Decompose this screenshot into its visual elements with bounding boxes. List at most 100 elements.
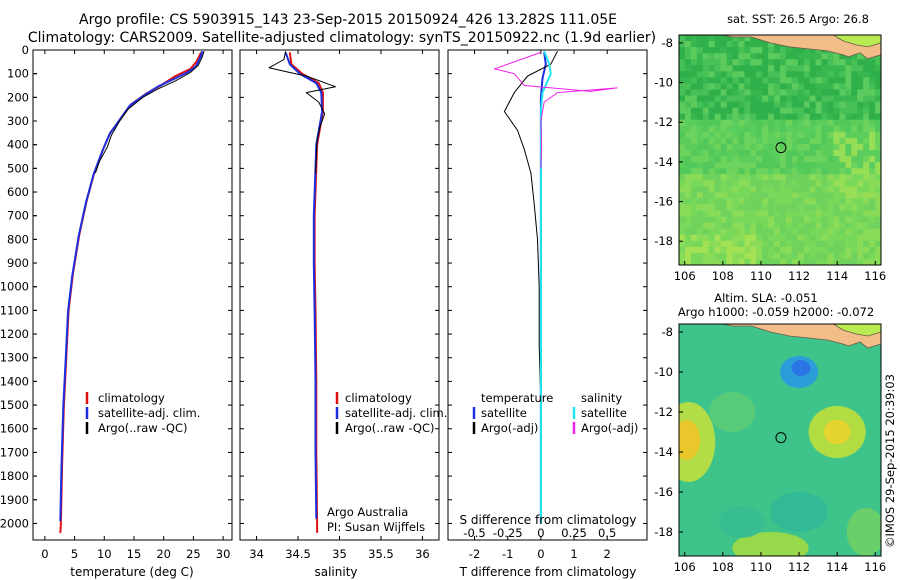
- sst-cell: [702, 162, 710, 169]
- sst-cell: [833, 77, 840, 85]
- sst-cell: [803, 216, 811, 224]
- sst-cell: [690, 119, 698, 127]
- sst-cell: [684, 222, 692, 230]
- sst-cell: [827, 174, 834, 181]
- sst-cell: [708, 143, 716, 151]
- sst-cell: [869, 143, 876, 151]
- sst-cell: [827, 198, 834, 206]
- temperature-plot-frame: [32, 49, 233, 541]
- sst-cell: [809, 143, 817, 151]
- sst-cell: [875, 192, 881, 200]
- sst-cell: [809, 198, 817, 206]
- sst-cell: [857, 228, 864, 236]
- sst-cell: [732, 240, 739, 248]
- sst-cell: [732, 174, 739, 181]
- sst-cell: [696, 35, 704, 42]
- sst-cell: [780, 65, 787, 72]
- sst-cell: [684, 119, 692, 127]
- sst-cell: [815, 143, 823, 151]
- sst-cell: [839, 143, 846, 151]
- sst-cell: [863, 216, 870, 224]
- sst-cell: [738, 83, 745, 91]
- sst-cell: [833, 246, 840, 254]
- sst-cell: [762, 222, 769, 230]
- sst-cell: [679, 65, 686, 72]
- sst-cell: [744, 216, 751, 224]
- sst-cell: [702, 107, 710, 115]
- sst-cell: [732, 180, 739, 187]
- sst-cell: [708, 222, 716, 230]
- sst-cell: [720, 186, 728, 193]
- sst-cell: [702, 198, 710, 206]
- sst-cell: [869, 216, 876, 224]
- sst-cell: [679, 222, 686, 230]
- map-y-tick-label: -10: [654, 365, 673, 379]
- sst-cell: [684, 101, 692, 109]
- sst-cell: [732, 95, 739, 103]
- sst-cell: [750, 131, 757, 139]
- sst-cell: [684, 198, 692, 206]
- sst-cell: [785, 137, 793, 145]
- sst-cell: [696, 162, 704, 169]
- sst-cell: [696, 228, 704, 236]
- sst-cell: [863, 89, 870, 97]
- sst-cell: [863, 234, 870, 242]
- sst-cell: [732, 150, 739, 157]
- x-tick-label: 34: [249, 547, 264, 561]
- sst-cell: [696, 41, 704, 48]
- sst-cell: [833, 234, 840, 242]
- sst-cell: [815, 180, 823, 187]
- sst-cell: [696, 180, 704, 187]
- depth-tick-label: 1300: [0, 351, 29, 365]
- sst-cell: [750, 143, 757, 151]
- sst-cell: [679, 186, 686, 193]
- sst-cell: [863, 204, 870, 212]
- sst-cell: [720, 252, 728, 260]
- sst-cell: [857, 234, 864, 242]
- sst-cell: [851, 125, 858, 133]
- sst-cell: [732, 119, 739, 127]
- sst-cell: [797, 59, 805, 66]
- sst-cell: [780, 186, 787, 193]
- sst-cell: [708, 125, 716, 133]
- sst-cell: [851, 258, 858, 265]
- sst-cell: [774, 186, 781, 193]
- sst-cell: [679, 101, 686, 109]
- sst-cell: [803, 131, 811, 139]
- sst-cell: [738, 71, 745, 78]
- sst-cell: [803, 174, 811, 181]
- x-tick-label: 20: [156, 547, 171, 561]
- sst-cell: [815, 119, 823, 127]
- sst-cell: [875, 240, 881, 248]
- sst-cell: [696, 137, 704, 145]
- sst-cell: [690, 222, 698, 230]
- sst-cell: [809, 59, 817, 66]
- sst-cell: [869, 83, 876, 91]
- sst-cell: [726, 71, 733, 78]
- sst-cell: [756, 47, 763, 54]
- sst-cell: [750, 77, 757, 85]
- sst-cell: [720, 198, 728, 206]
- sst-cell: [857, 186, 864, 193]
- sst-cell: [839, 137, 846, 145]
- sst-cell: [833, 143, 840, 151]
- sla-map-subtitle: Argo h1000: -0.059 h2000: -0.072: [678, 305, 874, 319]
- sst-cell: [780, 53, 787, 60]
- header-line2: Climatology: CARS2009. Satellite-adjuste…: [28, 30, 656, 46]
- sst-cell: [768, 162, 775, 169]
- sst-cell: [833, 59, 840, 66]
- sst-cell: [738, 119, 745, 127]
- sst-cell: [863, 137, 870, 145]
- sst-cell: [762, 83, 769, 91]
- sst-cell: [780, 71, 787, 78]
- series-argo-raw-qc-: [94, 51, 205, 174]
- sst-cell: [756, 240, 763, 248]
- sst-cell: [696, 258, 704, 265]
- sst-cell: [714, 168, 722, 175]
- sst-cell: [845, 150, 852, 157]
- sst-cell: [696, 156, 704, 163]
- sst-cell: [750, 53, 757, 60]
- sst-cell: [756, 174, 763, 181]
- sst-cell: [750, 41, 757, 48]
- sst-cell: [690, 168, 698, 175]
